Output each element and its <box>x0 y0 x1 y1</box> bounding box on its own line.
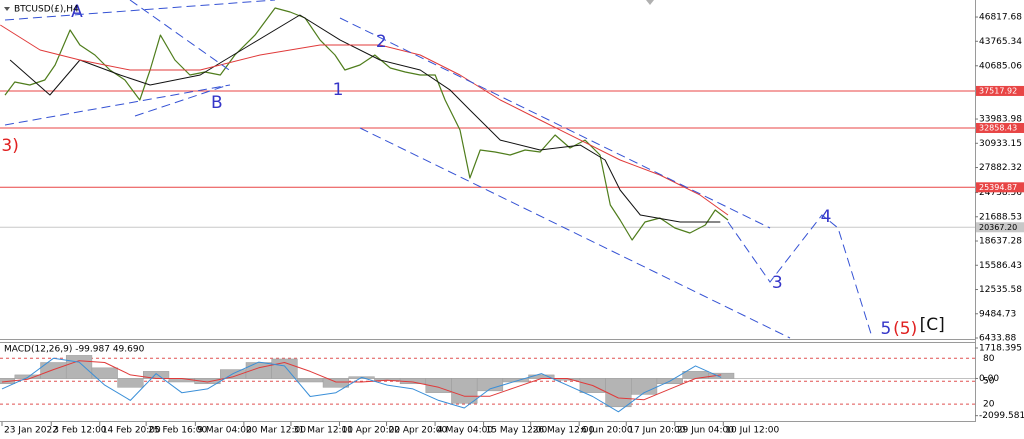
y-tick-label: 46817.68 <box>979 13 1022 23</box>
y-tick-label: 43765.34 <box>979 37 1022 47</box>
projection-path <box>727 214 873 338</box>
moving-average <box>9 14 721 223</box>
panels <box>0 0 976 422</box>
oscillator-line <box>1 357 722 413</box>
x-tick-label: 10 Jul 12:00 <box>725 426 779 436</box>
x-tick-label: 14 Feb 20:00 <box>102 426 161 436</box>
x-tick-label: 22 Apr 20:00 <box>389 426 448 436</box>
x-tick-label: 23 Jan 2022 <box>4 426 58 436</box>
wave-label: B <box>211 93 223 113</box>
macd-title: MACD(12,26,9) -99.987 49.690 <box>4 345 145 355</box>
macd-bar <box>631 378 658 395</box>
x-tick-label: 29 Jun 04:00 <box>677 426 734 436</box>
y-tick-label: 9484.73 <box>979 309 1016 319</box>
macd-bar <box>708 372 735 379</box>
wave-label: 5 <box>881 319 892 339</box>
x-tick-label: 20 Mar 12:00 <box>246 426 306 436</box>
x-tick-label: 3 Feb 12:00 <box>53 426 107 436</box>
y2-tick-label: 80 <box>983 354 995 364</box>
trend-line <box>129 0 233 73</box>
level-label-box <box>976 222 1024 233</box>
macd-bar <box>502 378 529 383</box>
level-label-box <box>976 122 1024 133</box>
x-tick-label: 9 Mar 04:00 <box>197 426 252 436</box>
macd-bar <box>65 355 93 379</box>
y-tick-label: 1718.395 <box>979 343 1022 353</box>
wave-label: 3) <box>1 136 18 156</box>
level-label: 25394.87 <box>979 183 1017 192</box>
macd-bar <box>297 378 324 383</box>
y2-tick-label: 20 <box>983 400 995 410</box>
wave-label: (5) <box>893 319 917 339</box>
level-label: 32858.43 <box>979 123 1017 132</box>
y-tick-label: 18637.28 <box>979 237 1022 247</box>
trend-lines <box>4 0 873 339</box>
x-tick-label: 6 Jun 20:00 <box>581 426 633 436</box>
trend-line <box>4 84 231 126</box>
y2-tick-label: 50 <box>983 377 995 387</box>
y-tick-label: 27882.32 <box>979 163 1022 173</box>
wave-label: [C] <box>920 315 945 335</box>
macd-bar <box>605 378 632 408</box>
wave-label: 3 <box>772 273 783 293</box>
x-tick-label: 17 Jun 20:00 <box>628 426 685 436</box>
signal-line <box>1 360 722 401</box>
x-tick-label: 26 May 12:00 <box>533 426 595 436</box>
x-tick-label: 15 May 12:00 <box>486 426 548 436</box>
trend-line <box>134 85 226 117</box>
shift-marker <box>646 0 654 5</box>
price-line <box>4 7 729 241</box>
channel-line <box>339 17 771 229</box>
macd-bar <box>117 378 144 388</box>
channel-line <box>359 127 791 339</box>
y-tick-label: 40685.06 <box>979 61 1022 71</box>
y-tick-label: 33983.98 <box>979 115 1022 125</box>
y-tick-label: 6433.88 <box>979 334 1016 344</box>
y-tick-label: 21688.53 <box>979 212 1022 222</box>
y-tick-label: 12535.58 <box>979 285 1022 295</box>
level-label-box <box>976 182 1024 193</box>
wave-label: A <box>71 2 83 22</box>
x-tick-label: 4 May 04:00 <box>437 426 493 436</box>
wave-label: 2 <box>376 32 387 52</box>
y-tick-label: -2099.581 <box>979 411 1024 421</box>
level-label: 37517.92 <box>979 86 1017 95</box>
wave-label: 4 <box>821 207 832 227</box>
wave-label: 1 <box>333 80 344 100</box>
macd-bar <box>451 378 478 404</box>
y-tick-label: 24738.56 <box>979 188 1022 198</box>
macd-bar <box>271 358 298 379</box>
moving-average <box>0 24 729 216</box>
level-label: 20367.20 <box>979 223 1017 232</box>
x-tick-label: 31 Mar 12:00 <box>293 426 353 436</box>
y-tick-label: 0.00 <box>979 374 999 384</box>
trend-line <box>4 0 276 21</box>
x-tick-label: 25 Feb 16:00 <box>148 426 207 436</box>
level-label-box <box>976 85 1024 96</box>
x-tick-label: 11 Apr 20:00 <box>341 426 400 436</box>
symbol-icon <box>4 7 10 11</box>
y-tick-label: 15586.43 <box>979 261 1022 271</box>
y-tick-label: 30933.15 <box>979 139 1022 149</box>
macd-bar <box>322 378 349 388</box>
chart-title: BTCUSD(£),H4 <box>14 5 79 15</box>
